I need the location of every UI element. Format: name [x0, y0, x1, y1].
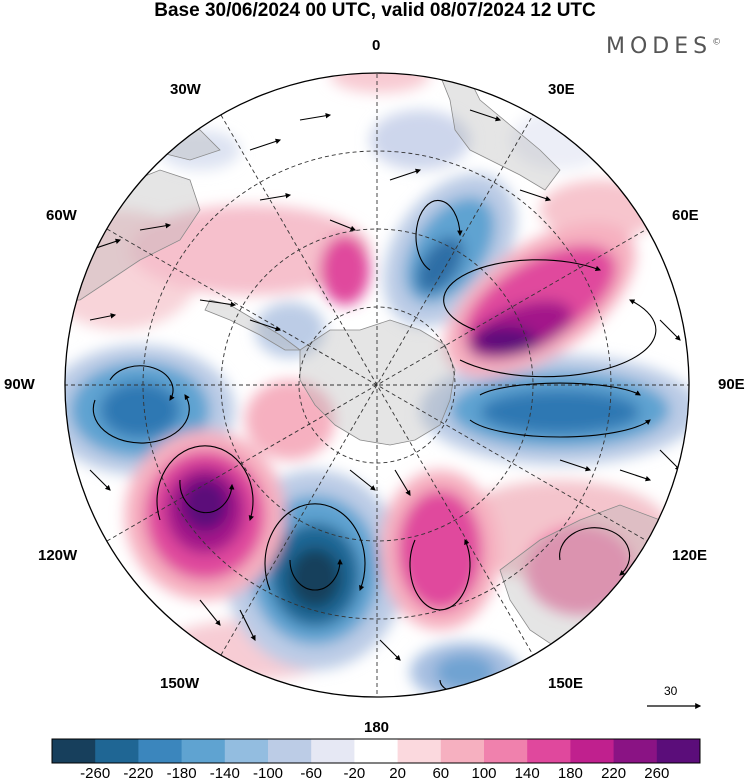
colorbar-swatch — [268, 739, 312, 763]
colorbar-tick-label: 100 — [471, 765, 497, 782]
colorbar-swatch — [656, 739, 701, 763]
colorbar — [52, 739, 701, 763]
lon-label-30e: 30E — [548, 81, 575, 98]
colorbar-tick-label: -180 — [166, 765, 197, 782]
colorbar-swatch — [613, 739, 658, 763]
map-boundary — [64, 72, 690, 698]
colorbar-tick-label: 140 — [514, 765, 540, 782]
colorbar-tick-label: 20 — [389, 765, 406, 782]
colorbar-swatch — [484, 739, 528, 763]
wind-vectors — [89, 109, 681, 695]
colorbar-tick-label: -260 — [80, 765, 111, 782]
map-disc — [65, 73, 689, 697]
colorbar-swatch — [95, 739, 139, 763]
lon-label-150w: 150W — [160, 675, 200, 692]
colorbar-tick-label: 180 — [557, 765, 583, 782]
colorbar-swatch — [527, 739, 571, 763]
colorbar-tick-label: -220 — [123, 765, 154, 782]
lon-label-90w: 90W — [4, 376, 35, 393]
colorbar-tick-label: -60 — [300, 765, 323, 782]
colorbar-swatch — [354, 739, 399, 763]
modes-logo: MODES© — [606, 34, 722, 59]
anomaly-field — [65, 73, 689, 697]
lon-label-120e: 120E — [672, 547, 708, 564]
map-title: Base 30/06/2024 00 UTC, valid 08/07/2024… — [154, 0, 596, 21]
colorbar-swatch — [181, 739, 226, 763]
colorbar-swatch — [570, 739, 615, 763]
reference-vector-label: 30 — [664, 684, 678, 698]
colorbar-swatch — [52, 739, 96, 763]
lon-label-0: 0 — [372, 37, 381, 54]
colorbar-tick-label: -100 — [252, 765, 284, 782]
colorbar-swatch — [138, 739, 183, 763]
colorbar-tick-label: 260 — [644, 765, 670, 782]
lon-label-120w: 120W — [38, 547, 78, 564]
lon-label-60e: 60E — [672, 207, 699, 224]
colorbar-frame — [51, 738, 701, 764]
colorbar-swatch — [311, 739, 355, 763]
colorbar-tick-label: 60 — [432, 765, 450, 782]
colorbar-tick-label: 220 — [601, 765, 627, 782]
colorbar-swatch — [224, 739, 269, 763]
lon-label-180: 180 — [364, 719, 390, 736]
colorbar-swatch — [397, 739, 442, 763]
colorbar-tick-label: -140 — [209, 765, 240, 782]
colorbar-swatch — [440, 739, 485, 763]
lon-label-90e: 90E — [718, 376, 745, 393]
colorbar-tick-label: -20 — [343, 765, 366, 782]
lon-label-150e: 150E — [548, 675, 584, 692]
lon-label-30w: 30W — [170, 81, 201, 98]
graticule — [65, 73, 689, 697]
lon-label-60w: 60W — [46, 207, 77, 224]
